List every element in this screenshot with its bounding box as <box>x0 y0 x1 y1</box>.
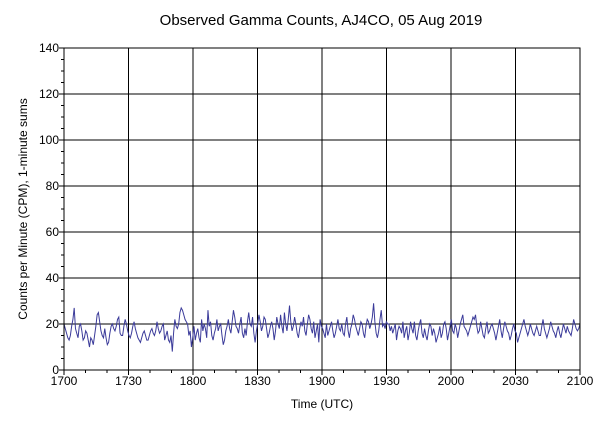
y-tick-label: 140 <box>39 41 59 55</box>
y-tick-label: 0 <box>52 363 59 377</box>
x-tick-label: 2000 <box>438 374 465 388</box>
y-tick-label: 20 <box>46 317 60 331</box>
x-tick-label: 1800 <box>180 374 207 388</box>
y-tick-label: 100 <box>39 133 59 147</box>
y-tick-label: 60 <box>46 225 60 239</box>
series-line <box>63 303 581 352</box>
x-tick-label: 1700 <box>51 374 78 388</box>
y-tick-label: 120 <box>39 87 59 101</box>
chart-title: Observed Gamma Counts, AJ4CO, 05 Aug 201… <box>160 12 483 29</box>
x-tick-labels: 1700 1730 1800 1830 1900 1930 2000 2030 2100 <box>51 374 594 388</box>
y-tick-label: 40 <box>46 271 60 285</box>
x-axis-label: Time (UTC) <box>291 397 353 411</box>
x-tick-label: 1900 <box>309 374 336 388</box>
x-tick-label: 2030 <box>502 374 529 388</box>
x-tick-label: 1730 <box>115 374 142 388</box>
x-tick-label: 1830 <box>244 374 271 388</box>
x-tick-label: 1930 <box>373 374 400 388</box>
y-tick-label: 80 <box>46 179 60 193</box>
y-tick-labels: 0 20 40 60 80 100 120 140 <box>39 41 59 377</box>
y-axis-label: Counts per Minute (CPM), 1-minute sums <box>16 98 30 319</box>
plot-frame <box>63 47 581 371</box>
x-tick-label: 2100 <box>567 374 594 388</box>
